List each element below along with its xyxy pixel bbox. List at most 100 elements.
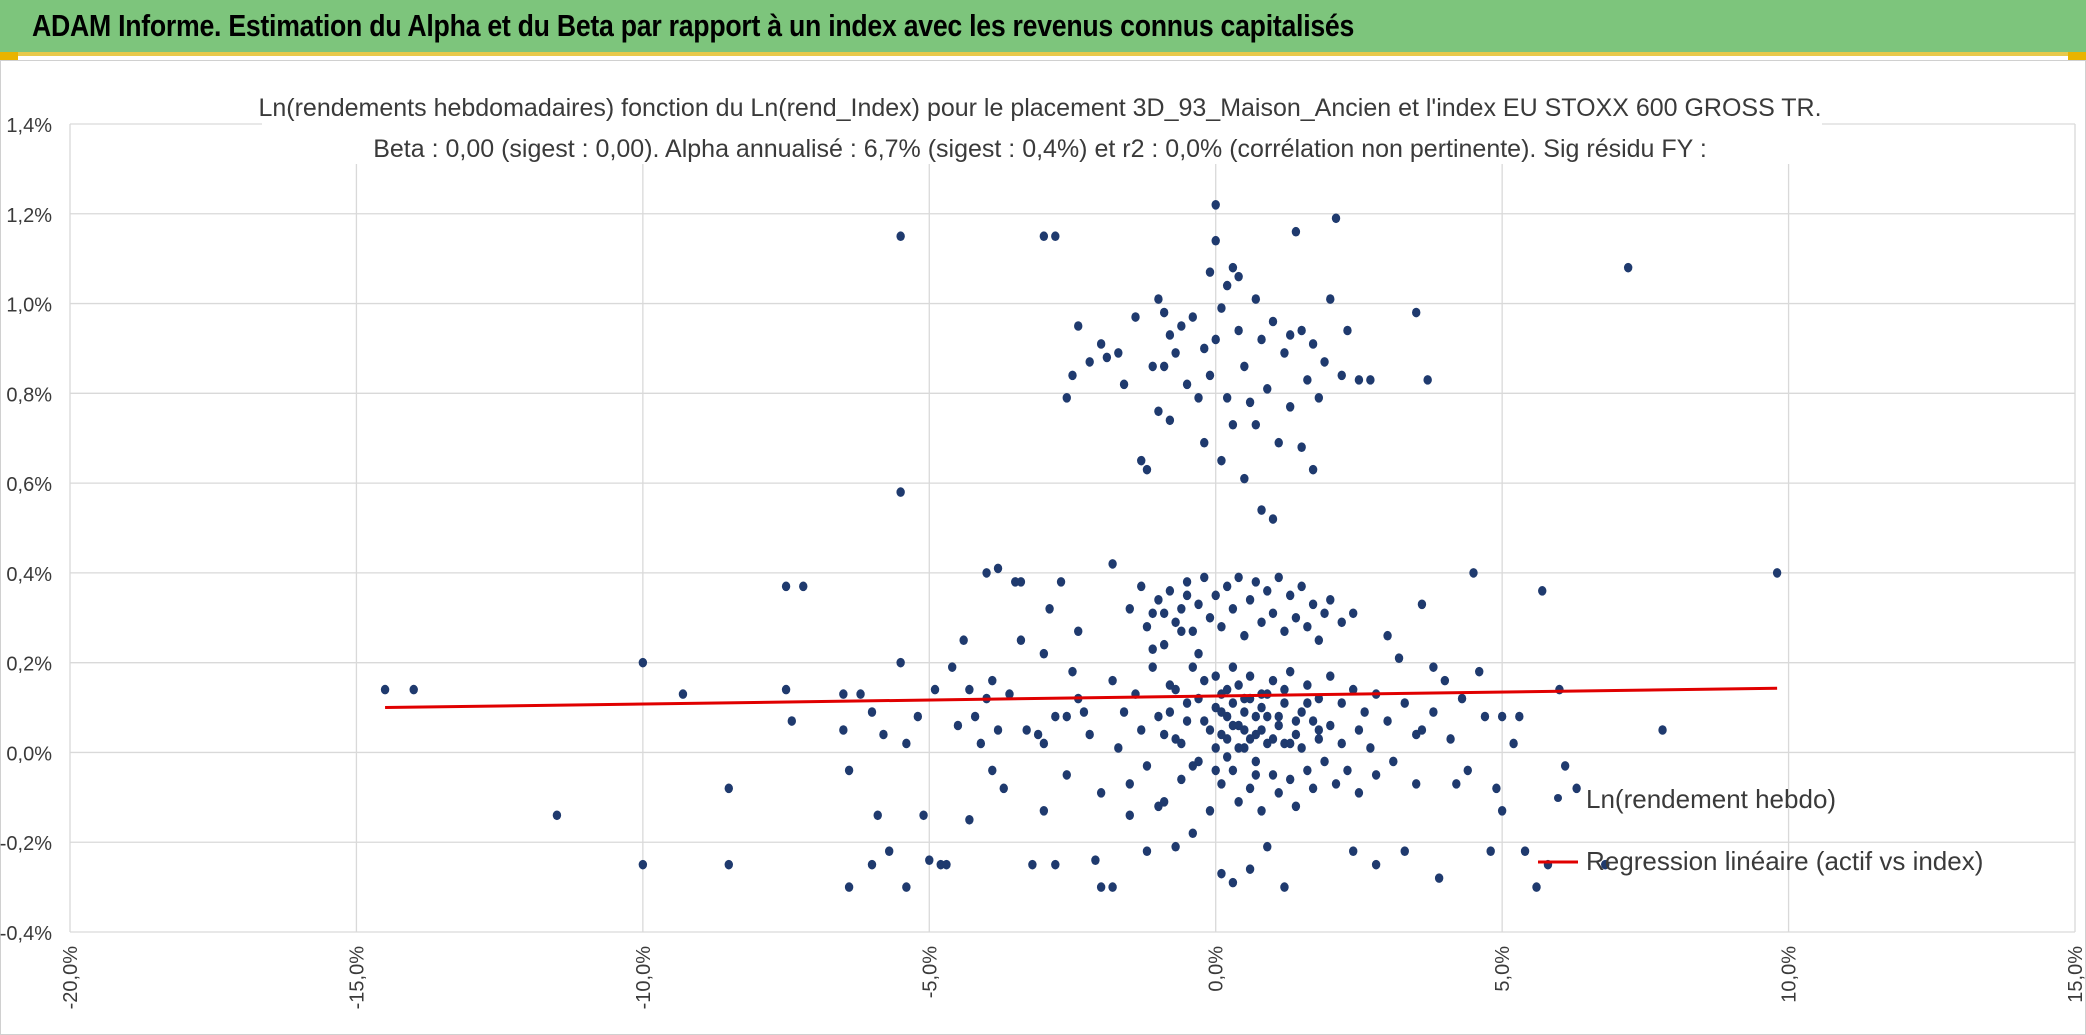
data-point — [1154, 294, 1163, 304]
data-point — [1280, 626, 1289, 637]
data-point — [1142, 464, 1152, 475]
data-point — [1240, 473, 1249, 484]
data-point — [1182, 698, 1192, 708]
data-point — [1257, 806, 1266, 816]
data-point — [1308, 716, 1318, 726]
data-point — [1240, 707, 1249, 717]
data-point — [1228, 662, 1238, 672]
data-point — [1285, 330, 1295, 340]
data-point — [1240, 630, 1249, 641]
data-point — [1303, 680, 1312, 690]
data-point — [1280, 882, 1289, 892]
data-point — [879, 729, 888, 740]
data-point — [1228, 765, 1238, 776]
data-point — [1182, 379, 1192, 390]
data-point — [1165, 586, 1175, 596]
data-point — [1142, 621, 1152, 632]
data-point — [638, 859, 648, 870]
data-point — [1509, 738, 1518, 749]
data-point — [965, 684, 974, 695]
data-point — [1222, 280, 1232, 291]
data-point — [1280, 684, 1289, 695]
data-point — [1314, 693, 1324, 704]
data-point — [1096, 339, 1106, 349]
data-points — [380, 200, 1782, 892]
data-point — [1217, 868, 1226, 879]
data-point — [1188, 662, 1198, 672]
data-point — [1497, 806, 1507, 816]
data-point — [1177, 321, 1186, 331]
data-point — [1257, 702, 1266, 713]
data-point — [1417, 599, 1427, 610]
data-point — [1108, 882, 1117, 892]
data-point — [1337, 738, 1346, 749]
y-tick-label: 0,8% — [6, 384, 52, 406]
data-point — [1188, 828, 1198, 839]
y-axis-ticks: -0,4% -0,2% 0,0% 0,2% 0,4% 0,6% 0,8% 1,0% 1,2% 1,… — [0, 115, 52, 945]
data-point — [1297, 707, 1306, 717]
data-point — [1291, 801, 1301, 812]
data-point — [1285, 666, 1295, 677]
data-point — [1314, 734, 1324, 744]
x-tick-label: 10,0% — [1779, 946, 1801, 1003]
data-point — [1331, 779, 1341, 789]
data-point — [1171, 841, 1180, 852]
data-point — [1211, 743, 1220, 753]
data-point — [1228, 604, 1238, 614]
data-point — [1251, 756, 1261, 767]
data-point — [1028, 859, 1037, 870]
data-point — [1188, 312, 1198, 322]
data-point — [942, 859, 951, 870]
data-point — [1291, 729, 1301, 740]
data-point — [1285, 738, 1295, 749]
data-point — [1228, 877, 1238, 888]
data-point — [1371, 859, 1381, 870]
data-point — [724, 783, 733, 794]
data-point — [1177, 774, 1186, 785]
data-point — [1337, 370, 1346, 381]
data-point — [1228, 698, 1238, 708]
data-point — [1234, 271, 1243, 282]
data-point — [1343, 325, 1352, 336]
data-point — [1171, 684, 1180, 695]
data-point — [844, 882, 854, 892]
data-point — [1154, 711, 1163, 722]
legend-line-label: Regression linéaire (actif vs index) — [1586, 846, 1983, 876]
data-point — [1532, 882, 1541, 892]
data-point — [1285, 774, 1295, 785]
data-point — [902, 738, 911, 749]
data-point — [1222, 393, 1232, 403]
data-point — [1303, 765, 1312, 776]
data-point — [982, 568, 991, 578]
data-point — [1108, 559, 1117, 569]
data-point — [1297, 581, 1306, 592]
data-point — [1492, 783, 1501, 794]
data-point — [884, 846, 894, 856]
data-point — [1205, 612, 1215, 623]
data-point — [638, 657, 648, 668]
data-point — [1555, 684, 1564, 695]
data-point — [1177, 604, 1186, 614]
data-point — [678, 689, 688, 699]
data-point — [1520, 846, 1530, 856]
data-point — [1182, 590, 1192, 601]
x-tick-label: -5,0% — [919, 946, 941, 998]
data-point — [1074, 626, 1083, 637]
data-point — [1005, 689, 1014, 699]
data-point — [1308, 783, 1318, 794]
data-point — [1062, 770, 1071, 780]
data-point — [1320, 608, 1329, 619]
data-point — [993, 725, 1003, 735]
data-point — [1251, 294, 1261, 304]
data-point — [1268, 514, 1278, 524]
data-point — [1240, 361, 1249, 372]
data-point — [1159, 307, 1169, 318]
data-point — [1280, 698, 1289, 708]
data-point — [1200, 572, 1209, 583]
data-point — [1211, 671, 1220, 681]
data-point — [1297, 743, 1306, 753]
data-point — [1159, 608, 1169, 619]
data-point — [1148, 644, 1157, 654]
data-point — [1091, 855, 1100, 865]
data-point — [1142, 761, 1152, 771]
